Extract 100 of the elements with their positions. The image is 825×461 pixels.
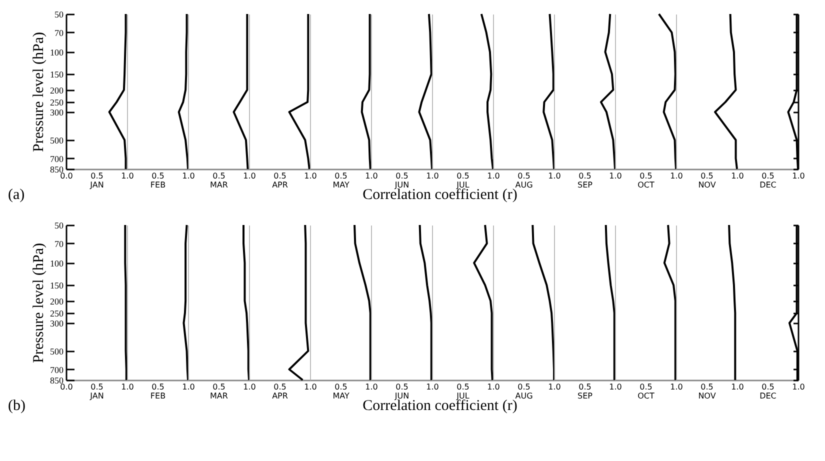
x-tick-label: 1.0	[365, 382, 378, 392]
x-tick-label: 0.5	[700, 382, 714, 392]
x-tick-label: 1.0	[792, 382, 805, 392]
y-tick-label: 700	[50, 154, 64, 164]
y-tick-label: 150	[50, 280, 64, 291]
text: (a)	[8, 187, 25, 204]
x-tick-label: 1.0	[304, 172, 317, 180]
x-tick-label: 0.0	[60, 382, 73, 392]
x-tick-label: 0.5	[90, 382, 104, 392]
x-axis-title: APR	[272, 392, 288, 400]
x-tick-label: 0.5	[212, 172, 226, 180]
x-tick-label: 0.5	[640, 382, 652, 392]
x-tick-label: 0.5	[640, 172, 652, 180]
y-tick-label: 250	[50, 308, 64, 319]
x-axis-title: MAY	[332, 392, 350, 400]
x-tick-label: 1.0	[731, 382, 744, 392]
x-axis-title: AUG	[515, 392, 533, 400]
x-tick-label: 1.0	[121, 172, 134, 180]
x-tick-label: 1.0	[548, 382, 561, 392]
y-tick-label: 850	[50, 376, 64, 386]
x-tick-label: 1.0	[243, 172, 256, 180]
y-tick-label: 300	[50, 108, 64, 118]
x-axis-title: SEP	[578, 392, 593, 400]
x-axis-title: AUG	[515, 180, 533, 190]
x-tick-label: 0.0	[60, 172, 73, 180]
x-tick-label: 0.5	[700, 172, 714, 180]
x-axis-title: MAY	[332, 180, 350, 190]
y-tick-label: 200	[50, 296, 64, 306]
x-axis-title: JUL	[456, 392, 470, 400]
x-tick-label: 0.5	[456, 172, 470, 180]
x-tick-label: 0.5	[396, 382, 408, 392]
x-tick-label: 0.5	[396, 172, 408, 180]
x-tick-label: 0.5	[578, 382, 592, 392]
x-tick-label: 0.5	[518, 172, 530, 180]
y-tick-label: 100	[50, 47, 64, 58]
x-tick-label: 1.0	[487, 172, 500, 180]
x-axis-title: JUL	[456, 180, 470, 190]
x-tick-label: 1.0	[487, 382, 500, 392]
x-axis-title: NOV	[698, 180, 716, 190]
y-tick-label: 50	[54, 10, 64, 20]
x-tick-label: 1.0	[426, 382, 439, 392]
x-tick-label: 0.5	[274, 172, 286, 180]
x-tick-label: 1.0	[182, 382, 195, 392]
x-tick-label: 0.5	[152, 382, 164, 392]
x-axis-title: FEB	[150, 392, 166, 400]
y-tick-label: 70	[54, 28, 64, 38]
x-axis-title: DEC	[760, 392, 777, 400]
x-tick-label: 1.0	[365, 172, 378, 180]
y-tick-label: 150	[50, 70, 64, 80]
x-tick-label: 0.5	[334, 172, 348, 180]
x-tick-label: 1.0	[121, 382, 134, 392]
x-axis-title: NOV	[698, 392, 716, 400]
x-tick-label: 1.0	[670, 172, 683, 180]
line-series	[108, 13, 127, 170]
x-axis-title: APR	[272, 180, 288, 190]
x-tick-label: 1.0	[304, 382, 317, 392]
x-axis-title: OCT	[638, 392, 654, 400]
y-tick-label: 300	[50, 318, 64, 329]
x-tick-label: 0.5	[762, 382, 774, 392]
x-tick-label: 0.5	[274, 382, 286, 392]
y-tick-label: 200	[50, 85, 64, 96]
x-axis-title: FEB	[150, 180, 166, 190]
x-tick-label: 0.5	[152, 172, 164, 180]
x-axis-title: OCT	[638, 180, 654, 190]
x-tick-label: 0.5	[334, 382, 348, 392]
x-tick-label: 1.0	[609, 382, 622, 392]
y-tick-label: 70	[54, 238, 64, 249]
x-tick-label: 1.0	[792, 172, 805, 180]
x-tick-label: 0.5	[212, 382, 226, 392]
y-tick-label: 500	[50, 135, 64, 146]
x-axis-title: JAN	[89, 180, 104, 190]
text: Correlation coefficient (r)	[362, 187, 518, 204]
x-tick-label: 1.0	[609, 172, 622, 180]
x-axis-title: MAR	[210, 180, 228, 190]
x-tick-label: 1.0	[243, 382, 256, 392]
y-tick-label: 100	[50, 258, 64, 268]
y-tick-label: 50	[54, 220, 64, 230]
x-tick-label: 0.5	[456, 382, 470, 392]
x-axis-title: SEP	[578, 180, 593, 190]
y-tick-label: 850	[50, 164, 64, 174]
x-tick-label: 0.5	[518, 382, 530, 392]
x-axis-title: JUN	[394, 392, 410, 400]
y-tick-label: 500	[50, 346, 64, 356]
x-axis-title: JAN	[89, 392, 104, 400]
y-tick-label: 250	[50, 98, 64, 108]
x-axis-title: DEC	[760, 180, 777, 190]
x-tick-label: 1.0	[426, 172, 439, 180]
line-series	[124, 224, 128, 381]
y-axis-title: Pressure level (hPa)	[31, 32, 47, 152]
x-tick-label: 1.0	[182, 172, 195, 180]
text: (b)	[8, 398, 26, 415]
x-tick-label: 1.0	[731, 172, 744, 180]
x-axis-title: JUN	[394, 180, 410, 190]
x-tick-label: 0.5	[578, 172, 592, 180]
x-tick-label: 0.5	[762, 172, 774, 180]
x-axis-title: MAR	[210, 392, 228, 400]
y-axis-title: Pressure level (hPa)	[31, 243, 47, 363]
x-tick-label: 0.5	[90, 172, 104, 180]
x-tick-label: 1.0	[548, 172, 561, 180]
y-tick-label: 700	[50, 364, 64, 375]
